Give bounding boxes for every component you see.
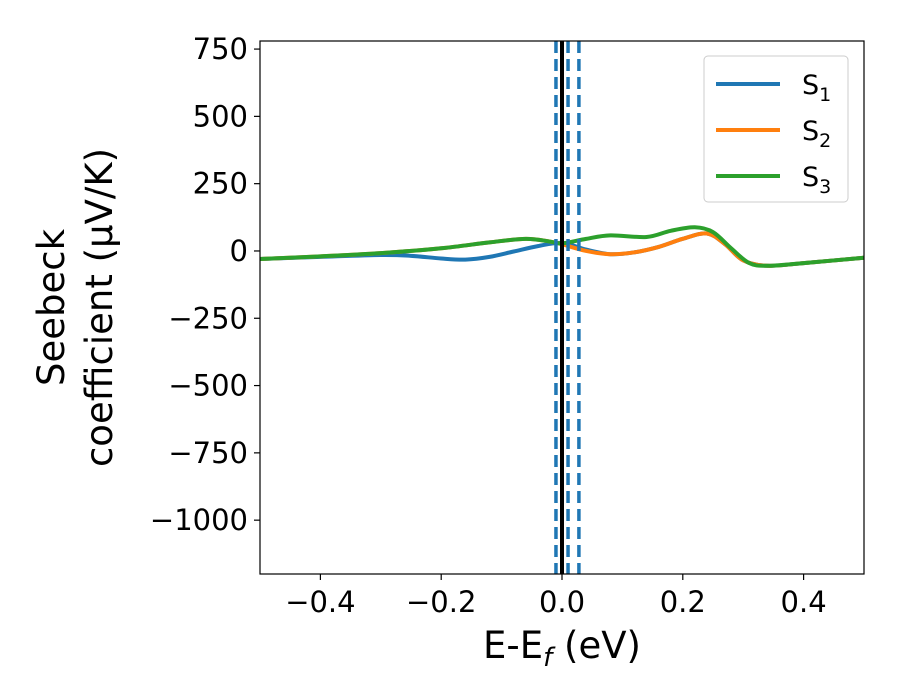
plot-frame: [259, 40, 865, 575]
y-tick-label: −1000: [150, 503, 248, 537]
legend-label-s2: S2: [802, 116, 831, 152]
y-tick-label: 750: [193, 32, 248, 66]
x-axis-label: E-Ef (eV): [483, 624, 641, 673]
y-tick-label: −500: [168, 369, 248, 403]
x-tick-label: −0.4: [285, 585, 355, 619]
x-tick-label: 0.2: [660, 585, 706, 619]
x-tick-label: 0.0: [539, 585, 585, 619]
y-tick-label: 250: [193, 167, 248, 201]
y-axis-label-line2: coefficient (μV/K): [78, 148, 121, 467]
y-tick-label: 500: [193, 99, 248, 133]
series-line-s3: [260, 225, 864, 268]
plot-area: [260, 41, 864, 574]
y-tick-label: −250: [168, 301, 248, 335]
y-axis-label-line1: Seebeck: [30, 228, 73, 386]
x-tick-label: −0.2: [406, 585, 476, 619]
legend: S1 S2 S3: [703, 55, 849, 203]
x-tick-label: 0.4: [781, 585, 827, 619]
axis-ticks: −0.4 −0.2 0.0 0.2 0.4 750 500 250 0 −250 −500 −750 −…: [150, 32, 827, 619]
legend-label-s3: S3: [802, 162, 831, 198]
y-tick-label: 0: [230, 234, 248, 268]
legend-label-s1: S1: [802, 70, 831, 106]
y-tick-label: −750: [168, 436, 248, 470]
